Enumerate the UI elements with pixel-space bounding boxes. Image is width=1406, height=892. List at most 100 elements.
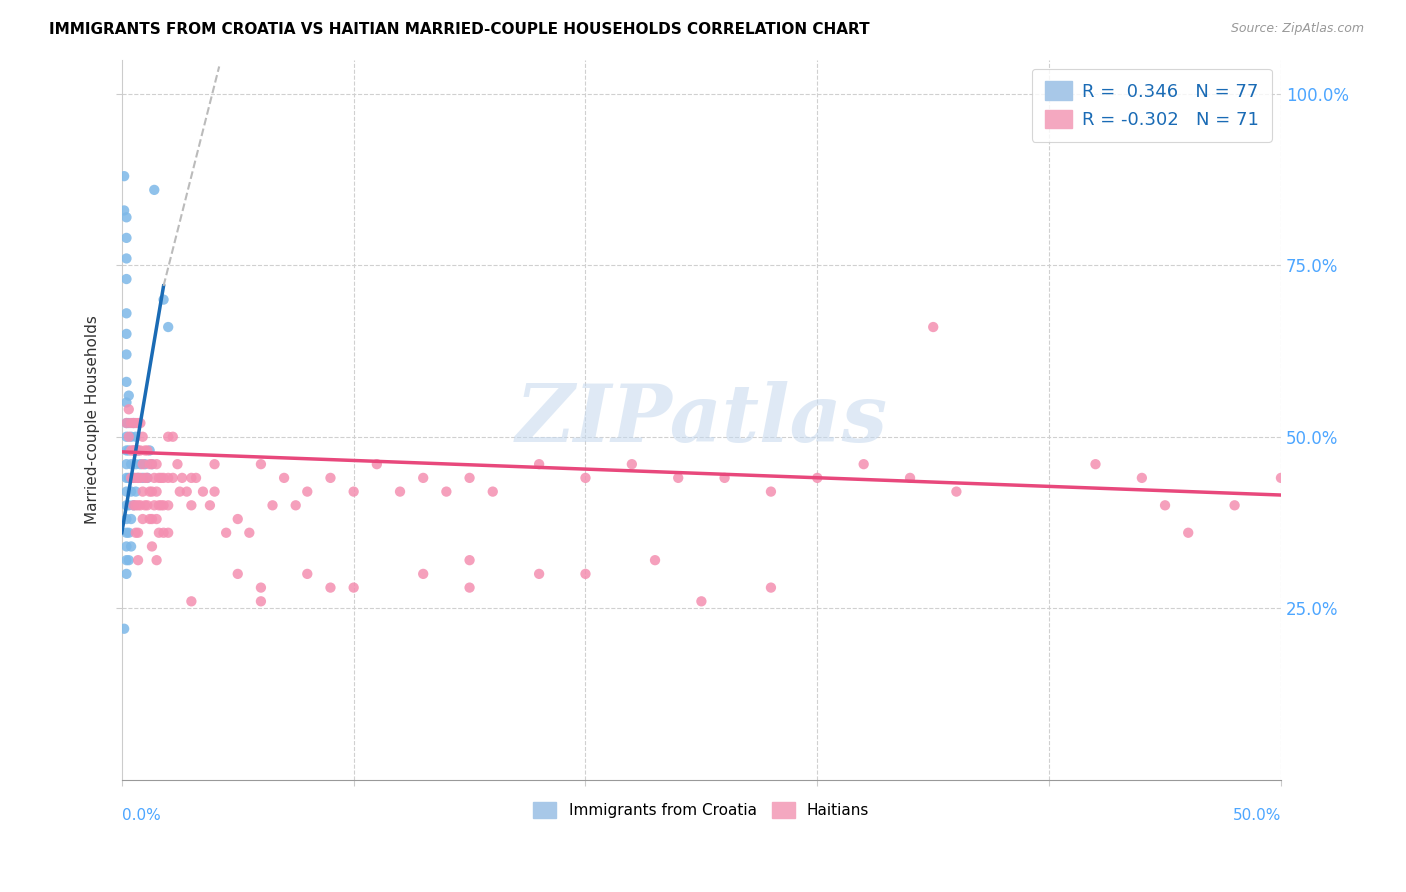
Point [157, 430, 180, 444]
Point [127, 471, 149, 485]
Point [115, 525, 138, 540]
Point [115, 272, 138, 286]
Point [115, 416, 138, 430]
Point [134, 443, 156, 458]
Point [125, 416, 148, 430]
Point [184, 471, 207, 485]
Text: Source: ZipAtlas.com: Source: ZipAtlas.com [1230, 22, 1364, 36]
Point [204, 484, 226, 499]
Point [138, 457, 160, 471]
Y-axis label: Married-couple Households: Married-couple Households [86, 315, 100, 524]
Text: 50.0%: 50.0% [1233, 808, 1281, 823]
Point [115, 231, 138, 245]
Point [125, 498, 148, 512]
Point [574, 566, 596, 581]
Point [112, 169, 135, 184]
Point [122, 416, 145, 430]
Point [319, 581, 342, 595]
Point [127, 443, 149, 458]
Point [118, 430, 141, 444]
Point [343, 484, 366, 499]
Point [148, 525, 170, 540]
Point [412, 471, 434, 485]
Point [204, 457, 226, 471]
Point [150, 498, 173, 512]
Point [1177, 525, 1199, 540]
Point [136, 471, 159, 485]
Text: 0.0%: 0.0% [122, 808, 160, 823]
Point [806, 471, 828, 485]
Point [131, 430, 153, 444]
Point [759, 484, 782, 499]
Point [118, 402, 141, 417]
Point [118, 416, 141, 430]
Point [125, 484, 148, 499]
Point [644, 553, 666, 567]
Point [273, 471, 295, 485]
Point [115, 512, 138, 526]
Point [122, 471, 145, 485]
Point [172, 471, 194, 485]
Point [141, 484, 163, 499]
Point [115, 395, 138, 409]
Point [125, 443, 148, 458]
Point [127, 416, 149, 430]
Point [131, 484, 153, 499]
Point [138, 512, 160, 526]
Point [389, 484, 412, 499]
Point [458, 553, 481, 567]
Point [115, 484, 138, 499]
Point [115, 211, 138, 225]
Point [458, 581, 481, 595]
Point [127, 498, 149, 512]
Point [1084, 457, 1107, 471]
Point [115, 375, 138, 389]
Point [262, 498, 284, 512]
Point [115, 416, 138, 430]
Point [120, 512, 142, 526]
Point [134, 471, 156, 485]
Point [191, 484, 214, 499]
Point [852, 457, 875, 471]
Point [122, 416, 145, 430]
Point [412, 566, 434, 581]
Point [115, 306, 138, 320]
Point [458, 471, 481, 485]
Point [152, 498, 174, 512]
Point [118, 498, 141, 512]
Point [122, 498, 145, 512]
Point [118, 553, 141, 567]
Point [169, 484, 191, 499]
Point [115, 443, 138, 458]
Point [141, 540, 163, 554]
Point [115, 252, 138, 266]
Point [215, 525, 238, 540]
Point [176, 484, 198, 499]
Point [434, 484, 457, 499]
Point [713, 471, 735, 485]
Point [115, 553, 138, 567]
Point [118, 525, 141, 540]
Point [125, 457, 148, 471]
Point [115, 540, 138, 554]
Point [115, 471, 138, 485]
Text: IMMIGRANTS FROM CROATIA VS HAITIAN MARRIED-COUPLE HOUSEHOLDS CORRELATION CHART: IMMIGRANTS FROM CROATIA VS HAITIAN MARRI… [49, 22, 870, 37]
Point [120, 416, 142, 430]
Legend: Immigrants from Croatia, Haitians: Immigrants from Croatia, Haitians [526, 795, 877, 826]
Point [115, 498, 138, 512]
Point [118, 443, 141, 458]
Point [527, 457, 550, 471]
Point [898, 471, 921, 485]
Point [145, 457, 167, 471]
Point [118, 471, 141, 485]
Point [129, 457, 152, 471]
Point [574, 471, 596, 485]
Point [127, 443, 149, 458]
Point [115, 347, 138, 361]
Point [131, 457, 153, 471]
Point [115, 457, 138, 471]
Point [180, 471, 202, 485]
Point [138, 443, 160, 458]
Point [141, 512, 163, 526]
Point [115, 566, 138, 581]
